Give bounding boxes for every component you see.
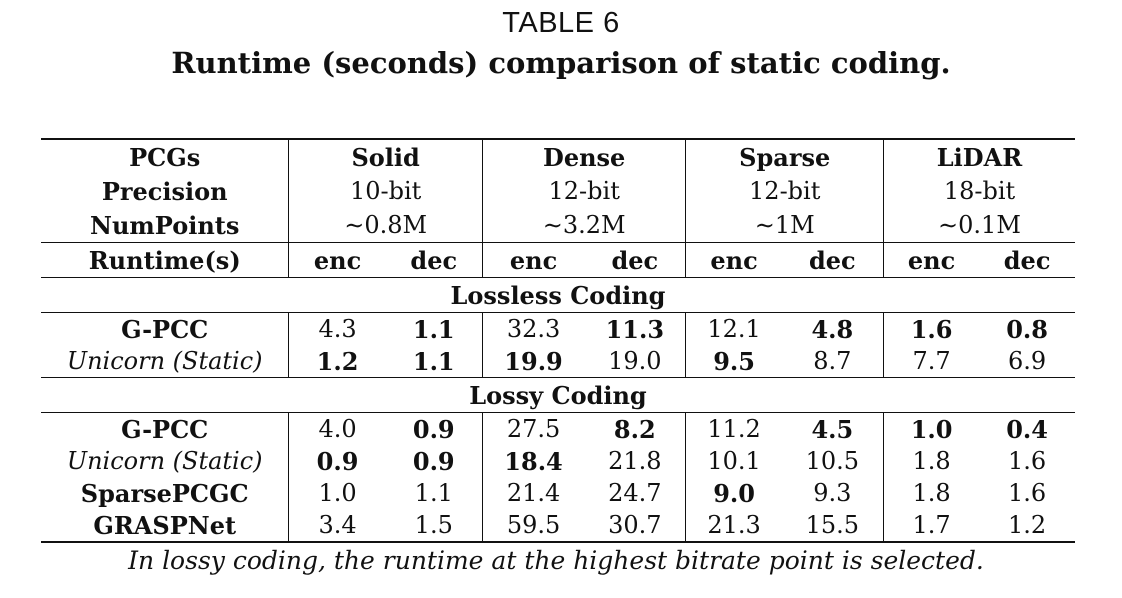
value-cell: 1.0 bbox=[318, 479, 357, 507]
value-cell: 3.4 bbox=[288, 509, 386, 543]
header-dataset-lidar: LiDAR bbox=[883, 138, 1075, 174]
header-precision: Precision bbox=[41, 174, 290, 208]
value-cell: 0.8 bbox=[1006, 314, 1048, 344]
header-dec: dec bbox=[781, 242, 884, 278]
value-cell: 27.5 bbox=[506, 415, 561, 443]
value-cell: 1.8 bbox=[912, 479, 951, 507]
value-cell: 21.3 bbox=[685, 509, 782, 543]
numpoints-dense: ∼3.2M bbox=[482, 208, 687, 243]
value-cell: 15.5 bbox=[781, 509, 884, 543]
value-cell: 18.4 bbox=[504, 446, 563, 476]
method-name: GRASPNet bbox=[41, 509, 290, 543]
table-row: SparsePCGC 1.0 1.1 21.4 24.7 9.0 9.3 1.8… bbox=[41, 477, 1075, 509]
value-cell: 8.2 bbox=[584, 412, 687, 445]
precision-dense: 12-bit bbox=[482, 174, 687, 208]
header-row-precision: Precision 10-bit 12-bit 12-bit 18-bit bbox=[41, 174, 1075, 208]
value-cell: 0.4 bbox=[1006, 414, 1048, 444]
method-name: Unicorn (Static) bbox=[41, 345, 290, 378]
numpoints-lidar: ∼0.1M bbox=[938, 211, 1021, 239]
table-row: G-PCC 4.0 0.9 27.5 8.2 11.2 4.5 1.0 0.4 bbox=[41, 412, 1075, 445]
table-row: GRASPNet 3.4 1.5 59.5 30.7 21.3 15.5 1.7… bbox=[41, 509, 1075, 543]
value-cell: 21.4 bbox=[506, 479, 561, 507]
table-title: Runtime (seconds) comparison of static c… bbox=[171, 46, 951, 80]
header-dec: dec bbox=[385, 242, 483, 278]
header-row-numpoints: NumPoints ∼0.8M ∼3.2M ∼1M ∼0.1M bbox=[41, 208, 1075, 243]
value-cell: 12.1 bbox=[707, 315, 761, 343]
value-cell: 1.2 bbox=[288, 345, 386, 378]
header-numpoints: NumPoints bbox=[41, 208, 290, 243]
value-cell: 21.8 bbox=[584, 445, 687, 477]
value-cell: 1.6 bbox=[910, 314, 953, 344]
value-cell: 11.3 bbox=[584, 312, 687, 345]
header-dataset-solid: Solid bbox=[288, 138, 483, 174]
value-cell: 7.7 bbox=[883, 345, 980, 378]
numpoints-sparse: ∼1M bbox=[685, 208, 884, 243]
numpoints-solid: ∼0.8M bbox=[288, 208, 483, 243]
value-cell: 10.5 bbox=[781, 445, 884, 477]
header-dataset-dense: Dense bbox=[482, 138, 687, 174]
value-cell: 0.9 bbox=[385, 445, 483, 477]
value-cell: 0.9 bbox=[316, 446, 359, 476]
value-cell: 10.1 bbox=[707, 447, 761, 475]
value-cell: 19.0 bbox=[584, 345, 687, 378]
value-cell: 1.5 bbox=[385, 509, 483, 543]
header-enc: enc bbox=[883, 242, 980, 278]
header-runtime: Runtime(s) bbox=[41, 242, 290, 278]
value-cell: 9.3 bbox=[781, 477, 884, 509]
table-footnote: In lossy coding, the runtime at the high… bbox=[128, 546, 984, 575]
method-name: G-PCC bbox=[41, 312, 290, 345]
value-cell: 11.2 bbox=[707, 415, 761, 443]
header-row-runtime: Runtime(s) enc dec enc dec enc dec enc d… bbox=[41, 242, 1075, 278]
value-cell: 1.1 bbox=[385, 312, 483, 345]
value-cell: 8.7 bbox=[781, 345, 884, 378]
precision-sparse: 12-bit bbox=[685, 174, 884, 208]
value-cell: 24.7 bbox=[584, 477, 687, 509]
value-cell: 1.1 bbox=[385, 345, 483, 378]
value-cell: 1.0 bbox=[910, 414, 953, 444]
value-cell: 1.2 bbox=[979, 509, 1075, 543]
value-cell: 30.7 bbox=[584, 509, 687, 543]
table-label: TABLE 6 bbox=[502, 7, 620, 39]
value-cell: 1.7 bbox=[883, 509, 980, 543]
value-cell: 1.8 bbox=[912, 447, 951, 475]
section-title-lossy: Lossy Coding bbox=[41, 377, 1075, 413]
header-dec: dec bbox=[979, 242, 1075, 278]
value-cell: 4.0 bbox=[318, 415, 357, 443]
value-cell: 4.3 bbox=[318, 315, 357, 343]
section-lossless: Lossless Coding bbox=[41, 277, 1075, 313]
table-row: Unicorn (Static) 1.2 1.1 19.9 19.0 9.5 8… bbox=[41, 345, 1075, 378]
header-enc: enc bbox=[685, 242, 782, 278]
section-lossy: Lossy Coding bbox=[41, 377, 1075, 413]
header-dataset-sparse: Sparse bbox=[685, 138, 884, 174]
value-cell: 9.5 bbox=[685, 345, 782, 378]
value-cell: 1.6 bbox=[1008, 447, 1047, 475]
value-cell: 19.9 bbox=[482, 345, 585, 378]
value-cell: 1.1 bbox=[385, 477, 483, 509]
header-pcgs: PCGs bbox=[41, 138, 290, 174]
precision-solid: 10-bit bbox=[288, 174, 483, 208]
header-enc: enc bbox=[482, 242, 585, 278]
table-row: G-PCC 4.3 1.1 32.3 11.3 12.1 4.8 1.6 0.8 bbox=[41, 312, 1075, 345]
value-cell: 32.3 bbox=[506, 315, 561, 343]
method-name: Unicorn (Static) bbox=[41, 445, 290, 477]
value-cell: 59.5 bbox=[482, 509, 585, 543]
method-name: G-PCC bbox=[41, 412, 290, 445]
value-cell: 0.9 bbox=[385, 412, 483, 445]
value-cell: 1.6 bbox=[1008, 479, 1047, 507]
runtime-table: PCGs Solid Dense Sparse LiDAR Precision … bbox=[41, 138, 1075, 543]
value-cell: 6.9 bbox=[979, 345, 1075, 378]
value-cell: 4.5 bbox=[781, 412, 884, 445]
header-dec: dec bbox=[584, 242, 687, 278]
table-row: Unicorn (Static) 0.9 0.9 18.4 21.8 10.1 … bbox=[41, 445, 1075, 477]
method-name: SparsePCGC bbox=[41, 477, 290, 509]
value-cell: 9.0 bbox=[713, 478, 755, 508]
header-enc: enc bbox=[288, 242, 386, 278]
value-cell: 4.8 bbox=[781, 312, 884, 345]
section-title-lossless: Lossless Coding bbox=[41, 277, 1075, 313]
header-row-pcgs: PCGs Solid Dense Sparse LiDAR bbox=[41, 138, 1075, 174]
precision-lidar: 18-bit bbox=[943, 177, 1016, 205]
